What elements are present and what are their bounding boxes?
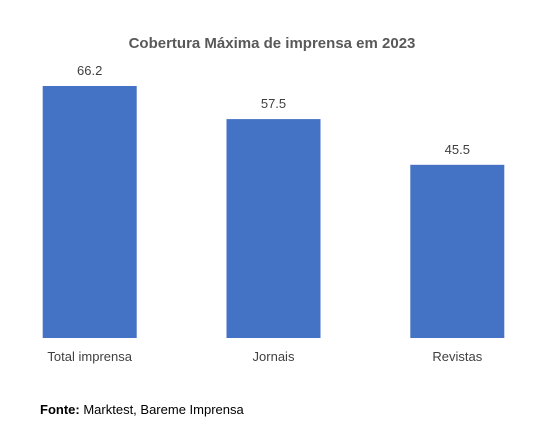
category-label: Jornais (253, 349, 295, 364)
source-text: Marktest, Bareme Imprensa (83, 402, 244, 417)
value-label: 57.5 (261, 96, 286, 111)
bar-chart: Cobertura Máxima de imprensa em 2023 66.… (42, 35, 505, 364)
source-note: Fonte: Marktest, Bareme Imprensa (40, 402, 244, 417)
bar-total-imprensa (42, 86, 137, 338)
category-labels-group: Total imprensa Jornais Revistas (47, 349, 482, 364)
bars-group (42, 86, 505, 338)
value-label: 66.2 (77, 63, 102, 78)
chart-title: Cobertura Máxima de imprensa em 2023 (129, 35, 416, 52)
value-label: 45.5 (445, 142, 470, 157)
bar-revistas (410, 164, 505, 338)
value-labels-group: 66.2 57.5 45.5 (77, 63, 470, 157)
bar-jornais (226, 119, 321, 338)
category-label: Total imprensa (47, 349, 132, 364)
source-label: Fonte: (40, 402, 80, 417)
category-label: Revistas (432, 349, 482, 364)
